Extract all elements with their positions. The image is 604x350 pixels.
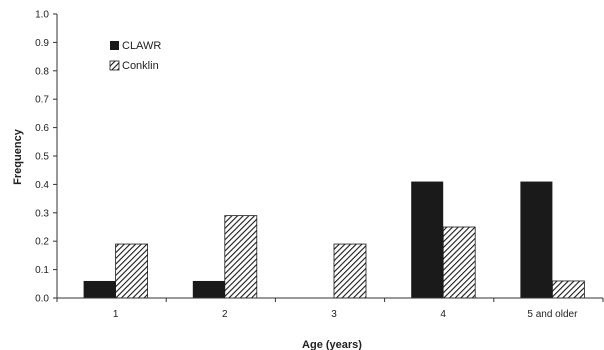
y-axis-title: Frequency xyxy=(12,128,24,185)
bar-clawr-4 xyxy=(411,181,444,298)
y-tick-label: 0.1 xyxy=(35,265,49,276)
legend-label-conklin: Conklin xyxy=(122,60,159,72)
y-tick-label: 0.9 xyxy=(35,38,49,49)
legend-swatch-clawr xyxy=(110,41,119,50)
y-tick-label: 0.5 xyxy=(35,152,49,163)
y-axis-ticks: 0.0 0.1 0.2 0.3 0.4 0.5 0.6 0.7 0.8 0.9 1.0 xyxy=(35,10,57,305)
x-tick-label: 1 xyxy=(113,309,119,320)
y-tick-label: 0.8 xyxy=(35,66,49,77)
legend-label-clawr: CLAWR xyxy=(122,40,161,52)
y-tick-label: 0.6 xyxy=(35,123,49,134)
x-axis-title: Age (years) xyxy=(302,339,362,350)
bar-clawr-2 xyxy=(192,280,225,298)
y-tick-label: 0.4 xyxy=(35,180,49,191)
legend: CLAWR Conklin xyxy=(109,40,161,72)
y-tick-label: 0.0 xyxy=(35,294,49,305)
bar-clawr-5-and-older xyxy=(520,181,553,298)
bars xyxy=(83,181,585,299)
y-tick-label: 0.3 xyxy=(35,208,49,219)
bar-conklin-5-and-older xyxy=(552,280,585,299)
x-tick-label: 3 xyxy=(331,309,337,320)
bar-conklin-1 xyxy=(115,243,148,299)
bar-conklin-4 xyxy=(442,226,476,299)
legend-swatch-conklin xyxy=(109,60,120,71)
y-tick-label: 1.0 xyxy=(35,10,49,21)
x-tick-label: 2 xyxy=(222,309,228,320)
bar-clawr-1 xyxy=(83,280,116,298)
y-tick-label: 0.7 xyxy=(35,95,49,106)
bar-conklin-2 xyxy=(224,215,258,299)
x-axis-ticks: 1 2 3 4 5 and older xyxy=(56,298,604,320)
bar-conklin-3 xyxy=(333,243,367,299)
x-tick-label: 5 and older xyxy=(527,309,578,320)
x-tick-label: 4 xyxy=(440,309,446,320)
y-tick-label: 0.2 xyxy=(35,237,49,248)
